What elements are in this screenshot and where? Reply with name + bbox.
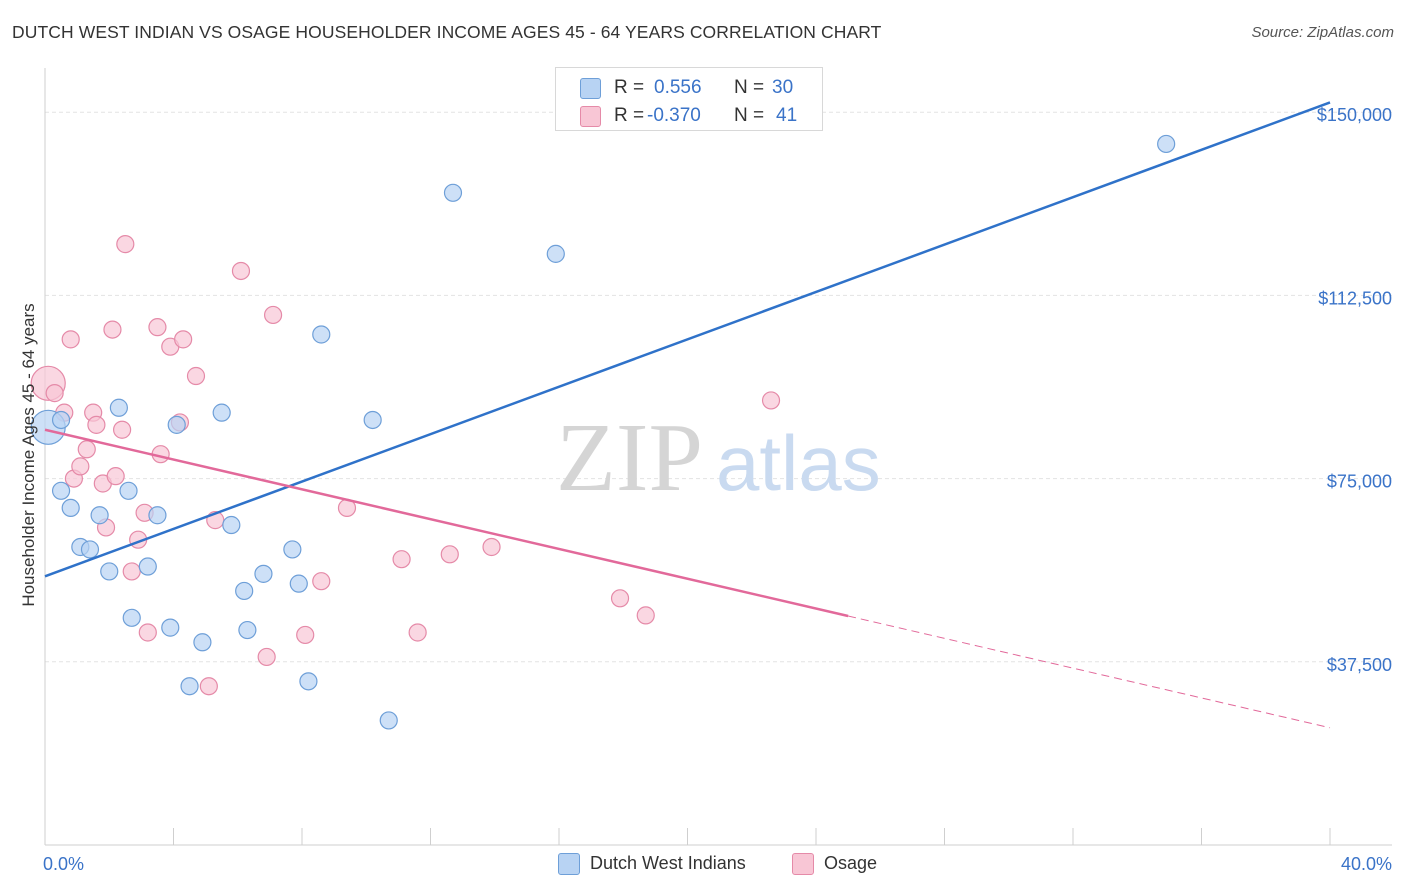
y-tick-label: $150,000 [1317, 105, 1392, 125]
dutch-west-indian-point [238, 620, 257, 640]
dutch-west-indian-point [193, 633, 212, 652]
osage-point [116, 235, 135, 254]
dutch-west-indian-point [90, 506, 109, 525]
legend-n-value: 30 [772, 77, 794, 98]
osage-point [77, 440, 96, 459]
chart-title: DUTCH WEST INDIAN VS OSAGE HOUSEHOLDER I… [12, 22, 882, 42]
osage-point [610, 589, 630, 608]
legend-n-value: 41 [776, 105, 798, 126]
dutch-west-indian-point [379, 711, 398, 730]
x-tick-label-min: 0.0% [43, 854, 84, 874]
dutch-west-indian-point [148, 506, 167, 525]
osage-point [440, 545, 459, 564]
osage-point [761, 391, 781, 410]
dutch-west-indian-point [443, 183, 463, 202]
x-tick-label-max: 40.0% [1341, 854, 1392, 874]
axes [44, 68, 1392, 846]
osage-point [122, 562, 141, 581]
legend-row-osage: R = -0.370 N = 41 [556, 102, 822, 130]
osage-point [636, 606, 655, 625]
osage-point [45, 384, 64, 403]
dutch-west-indian-point [51, 481, 71, 500]
osage-point [408, 623, 427, 642]
legend-r-value: 0.556 [654, 77, 702, 98]
dutch-west-indian-point [100, 562, 119, 581]
watermark-atlas: atlas [716, 419, 881, 507]
osage-point [71, 457, 90, 476]
y-tick-label: $75,000 [1327, 472, 1392, 492]
legend-n-label: N = [734, 77, 765, 98]
osage-point [482, 537, 501, 557]
legend-row-dutch-west-indians: R = 0.556 N = 30 [556, 74, 822, 102]
dutch-west-indian-point [235, 581, 254, 601]
osage-point [263, 305, 283, 325]
source-label: Source: ZipAtlas.com [1251, 24, 1394, 41]
osage-point [148, 318, 167, 337]
dutch-west-indian-points [30, 134, 1176, 730]
dutch-west-indian-point [222, 515, 241, 535]
dutch-west-indian-point [312, 325, 331, 344]
dutch-west-indian-point [299, 672, 318, 691]
dutch-west-indian-point [167, 415, 186, 434]
osage-trend-line [44, 428, 849, 618]
osage-point [87, 415, 106, 434]
gridlines [45, 111, 1392, 663]
osage-point [257, 647, 276, 667]
y-tick-label: $37,500 [1327, 655, 1392, 675]
osage-point [138, 623, 157, 642]
osage-point [174, 330, 193, 349]
legend-n-label: N = [734, 105, 765, 126]
osage-point [392, 550, 411, 569]
dutch-west-indian-trend-line [44, 101, 1331, 578]
legend-r-label: R = [614, 105, 645, 126]
osage-point [103, 320, 122, 339]
y-tick-label: $112,500 [1318, 288, 1392, 308]
correlation-legend: R = 0.556 N = 30 R = -0.370 N = 41 [555, 67, 823, 131]
dutch-west-indian-point [122, 608, 141, 627]
dutch-west-indian-point [289, 574, 308, 593]
osage-point [106, 467, 125, 486]
y-tick-labels: $37,500 $75,000 $112,500 $150,000 [1317, 105, 1392, 675]
dutch-west-indian-point [138, 557, 157, 576]
bottom-legend-swatch-blue [558, 853, 580, 875]
osage-point [199, 677, 218, 696]
dutch-west-indian-point [61, 498, 80, 518]
bottom-legend-swatch-pink [792, 853, 814, 875]
dutch-west-indian-point [180, 677, 199, 696]
dutch-west-indian-point [254, 564, 273, 583]
dutch-west-indian-point [283, 540, 302, 559]
osage-points [30, 235, 781, 696]
dutch-west-indian-point [1157, 134, 1176, 154]
dutch-west-indian-point [161, 618, 180, 637]
dutch-west-indian-point [80, 540, 100, 559]
legend-r-label: R = [614, 77, 645, 98]
osage-point [112, 420, 132, 439]
bottom-legend-label: Osage [824, 853, 878, 873]
dutch-west-indian-point [109, 398, 128, 417]
y-axis-label: Householder Income Ages 45 - 64 years [19, 303, 38, 606]
dutch-west-indian-point [119, 481, 138, 500]
watermark-zip: ZIP [556, 404, 703, 512]
osage-point [312, 572, 331, 591]
dutch-west-indian-point [212, 403, 231, 422]
osage-point [296, 625, 315, 645]
legend-swatch-pink [580, 106, 601, 127]
dutch-west-indian-point [546, 244, 565, 263]
osage-point [231, 261, 251, 281]
legend-swatch-blue [580, 78, 601, 99]
dutch-west-indian-point [51, 410, 71, 430]
osage-trend-line-extension [848, 615, 1331, 729]
dutch-west-indian-point [363, 410, 382, 430]
trend-lines [44, 101, 1331, 729]
bottom-legend-label: Dutch West Indians [590, 853, 746, 873]
legend-r-value: -0.370 [647, 105, 701, 126]
osage-point [61, 330, 80, 349]
osage-point [186, 366, 206, 386]
